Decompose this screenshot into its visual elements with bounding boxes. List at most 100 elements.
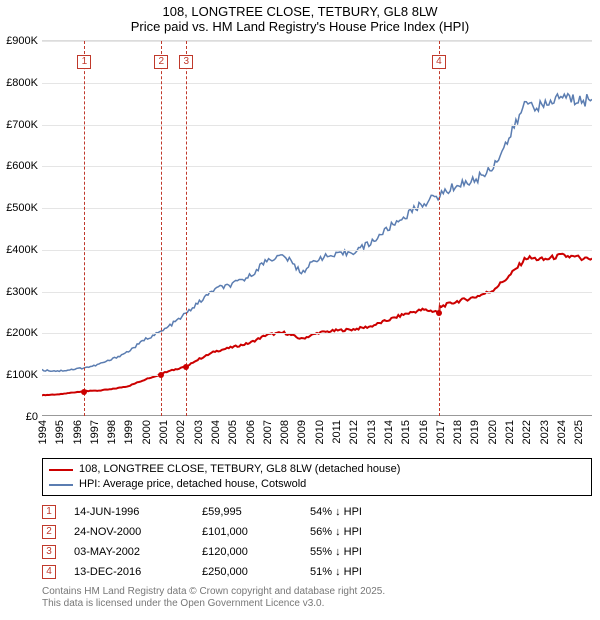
x-tick-label: 2016 [418, 420, 430, 444]
legend: 108, LONGTREE CLOSE, TETBURY, GL8 8LW (d… [42, 458, 592, 496]
x-tick-label: 2017 [435, 420, 447, 444]
x-tick-label: 2015 [400, 420, 412, 444]
row-price: £250,000 [202, 562, 292, 582]
table-row: 1 14-JUN-1996 £59,995 54% ↓ HPI [42, 502, 592, 522]
x-tick-label: 2014 [383, 420, 395, 444]
table-row: 3 03-MAY-2002 £120,000 55% ↓ HPI [42, 542, 592, 562]
x-tick-label: 1994 [37, 420, 49, 444]
row-delta: 51% ↓ HPI [310, 562, 362, 582]
gridline [42, 41, 592, 42]
y-tick-label: £200K [6, 327, 38, 339]
x-axis [42, 415, 592, 416]
gridline [42, 250, 592, 251]
title-line-1: 108, LONGTREE CLOSE, TETBURY, GL8 8LW [0, 4, 600, 19]
chart-lines [42, 41, 592, 416]
row-delta: 55% ↓ HPI [310, 542, 362, 562]
x-tick-label: 2012 [348, 420, 360, 444]
x-tick-label: 2002 [175, 420, 187, 444]
sale-marker-line [439, 41, 440, 416]
sale-point [436, 310, 442, 316]
row-price: £59,995 [202, 502, 292, 522]
row-marker: 1 [42, 505, 56, 519]
x-tick-label: 2007 [262, 420, 274, 444]
x-tick-label: 2000 [141, 420, 153, 444]
gridline [42, 83, 592, 84]
y-tick-label: £900K [6, 35, 38, 47]
legend-label-property: 108, LONGTREE CLOSE, TETBURY, GL8 8LW (d… [79, 462, 400, 477]
gridline [42, 375, 592, 376]
sale-marker-line [161, 41, 162, 416]
row-date: 14-JUN-1996 [74, 502, 184, 522]
footer: Contains HM Land Registry data © Crown c… [42, 586, 592, 610]
sale-marker-box: 3 [179, 55, 193, 69]
x-tick-label: 2003 [193, 420, 205, 444]
y-tick-label: £300K [6, 286, 38, 298]
x-tick-label: 1995 [54, 420, 66, 444]
x-tick-label: 2010 [314, 420, 326, 444]
legend-item-hpi: HPI: Average price, detached house, Cots… [49, 477, 585, 492]
sales-table: 1 14-JUN-1996 £59,995 54% ↓ HPI 2 24-NOV-2000… [42, 502, 592, 582]
x-tick-label: 2011 [331, 420, 343, 444]
legend-swatch-property [49, 469, 73, 471]
y-tick-label: £100K [6, 369, 38, 381]
y-tick-label: £700K [6, 119, 38, 131]
x-tick-label: 2004 [210, 420, 222, 444]
x-tick-label: 2001 [158, 420, 170, 444]
series-property [42, 254, 592, 396]
chart-title: 108, LONGTREE CLOSE, TETBURY, GL8 8LW Pr… [0, 0, 600, 34]
legend-label-hpi: HPI: Average price, detached house, Cots… [79, 477, 306, 492]
row-date: 03-MAY-2002 [74, 542, 184, 562]
x-tick-label: 2023 [539, 420, 551, 444]
sale-point [183, 364, 189, 370]
sale-marker-box: 2 [154, 55, 168, 69]
gridline [42, 208, 592, 209]
x-tick-label: 2021 [504, 420, 516, 444]
x-tick-label: 1999 [123, 420, 135, 444]
row-price: £120,000 [202, 542, 292, 562]
sale-marker-box: 1 [77, 55, 91, 69]
footer-line-2: This data is licensed under the Open Gov… [42, 598, 592, 610]
x-tick-label: 2022 [521, 420, 533, 444]
sale-point [81, 389, 87, 395]
x-tick-label: 2018 [452, 420, 464, 444]
table-row: 224-NOV-2000£101,00056% ↓ HPI [42, 522, 592, 542]
y-tick-label: £500K [6, 202, 38, 214]
gridline [42, 166, 592, 167]
table-row: 4 13-DEC-2016 £250,000 51% ↓ HPI [42, 562, 592, 582]
sale-point [158, 372, 164, 378]
y-tick-label: £600K [6, 160, 38, 172]
x-tick-label: 1996 [72, 420, 84, 444]
x-tick-label: 2020 [487, 420, 499, 444]
x-tick-label: 2025 [573, 420, 585, 444]
x-tick-label: 2008 [279, 420, 291, 444]
row-marker: 2 [42, 525, 56, 539]
row-date: 24-NOV-2000 [74, 522, 184, 542]
legend-swatch-hpi [49, 484, 73, 486]
gridline [42, 125, 592, 126]
row-date: 13-DEC-2016 [74, 562, 184, 582]
sale-marker-box: 4 [432, 55, 446, 69]
row-delta: 56% ↓ HPI [310, 522, 362, 542]
x-tick-label: 2024 [556, 420, 568, 444]
row-delta: 54% ↓ HPI [310, 502, 362, 522]
gridline [42, 292, 592, 293]
y-tick-label: £400K [6, 244, 38, 256]
series-hpi [42, 94, 592, 372]
title-line-2: Price paid vs. HM Land Registry's House … [0, 19, 600, 34]
x-tick-label: 1997 [89, 420, 101, 444]
row-marker: 3 [42, 545, 56, 559]
x-tick-label: 2006 [245, 420, 257, 444]
price-chart: £0£100K£200K£300K£400K£500K£600K£700K£80… [42, 40, 592, 416]
footer-line-1: Contains HM Land Registry data © Crown c… [42, 586, 592, 598]
x-tick-label: 2019 [469, 420, 481, 444]
x-tick-label: 2009 [296, 420, 308, 444]
sale-marker-line [84, 41, 85, 416]
x-tick-label: 2005 [227, 420, 239, 444]
x-tick-label: 1998 [106, 420, 118, 444]
x-tick-label: 2013 [366, 420, 378, 444]
row-marker: 4 [42, 565, 56, 579]
legend-item-property: 108, LONGTREE CLOSE, TETBURY, GL8 8LW (d… [49, 462, 585, 477]
y-tick-label: £800K [6, 77, 38, 89]
sale-marker-line [186, 41, 187, 416]
gridline [42, 333, 592, 334]
